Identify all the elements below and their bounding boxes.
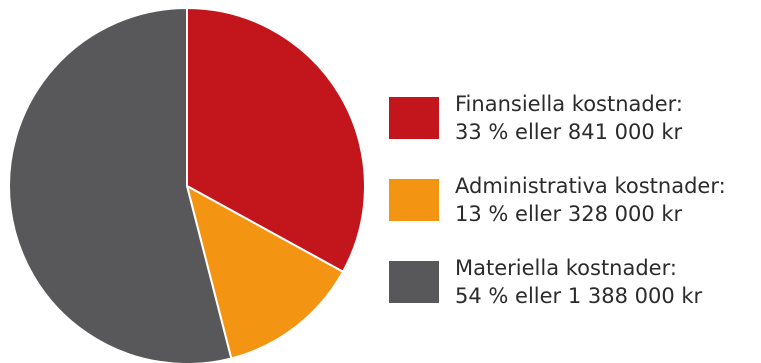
legend-label-materiella: Materiella kostnader: — [455, 256, 677, 280]
legend-label-administrativa: Administrativa kostnader: — [455, 174, 726, 198]
pie-slice-materiella — [8, 6, 233, 363]
legend-detail-administrativa: 13 % eller 328 000 kr — [455, 202, 683, 226]
pie-slice-finansiella — [186, 6, 366, 274]
legend-detail-finansiella: 33 % eller 841 000 kr — [455, 120, 683, 144]
legend-detail-materiella: 54 % eller 1 388 000 kr — [455, 284, 703, 308]
legend-item-materiella: Materiella kostnader: 54 % eller 1 388 0… — [389, 250, 759, 314]
legend: Finansiella kostnader: 33 % eller 841 00… — [389, 86, 759, 332]
legend-item-finansiella: Finansiella kostnader: 33 % eller 841 00… — [389, 86, 759, 150]
pie-graphic — [8, 6, 366, 363]
legend-swatch-materiella — [389, 261, 439, 303]
legend-label-finansiella: Finansiella kostnader: — [455, 92, 683, 116]
legend-swatch-administrativa — [389, 179, 439, 221]
legend-item-administrativa: Administrativa kostnader: 13 % eller 328… — [389, 168, 759, 232]
legend-swatch-finansiella — [389, 97, 439, 139]
pie-slice-administrativa — [185, 184, 345, 360]
